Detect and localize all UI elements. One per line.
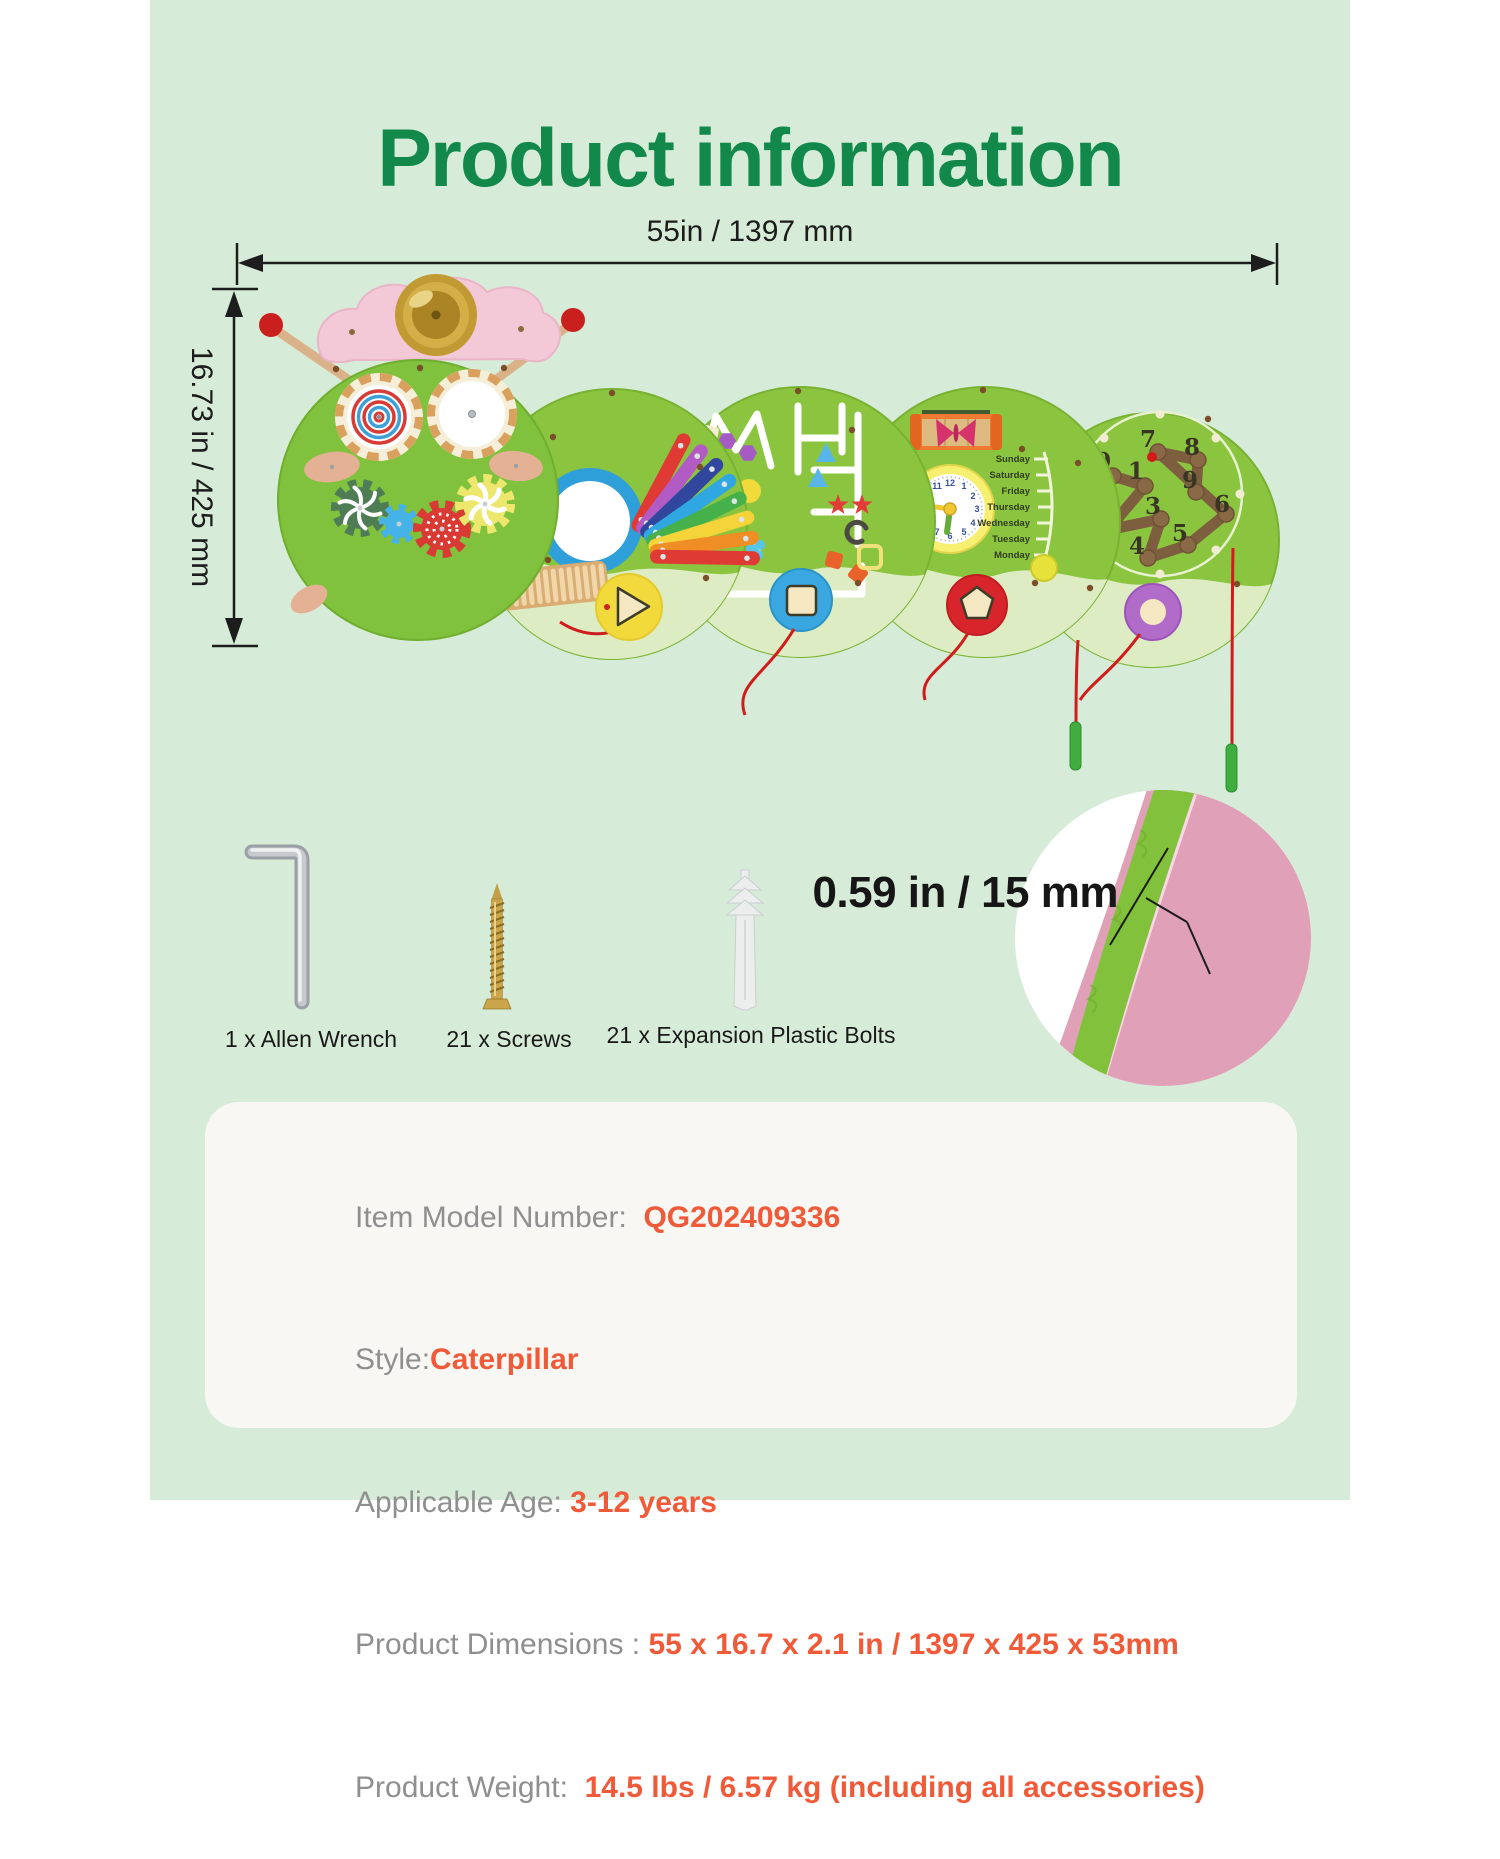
allen-wrench-graphic	[244, 844, 310, 1010]
info-card: Item Model Number: QG202409336 Style:Cat…	[205, 1102, 1297, 1804]
hat	[316, 274, 562, 364]
pull-strings[interactable]	[1069, 547, 1238, 793]
info-row-model: Item Model Number: QG202409336	[305, 1146, 1257, 1289]
info-label: Product Weight:	[355, 1770, 585, 1804]
svg-text:Saturday: Saturday	[989, 470, 1030, 481]
thickness-callout	[1015, 790, 1311, 1086]
svg-text:Monday: Monday	[994, 550, 1031, 561]
string-handle-left[interactable]	[1069, 721, 1082, 771]
svg-text:1: 1	[961, 481, 966, 491]
string-handle-right[interactable]	[1225, 743, 1238, 793]
svg-text:9: 9	[1182, 467, 1198, 494]
svg-text:3: 3	[1145, 493, 1161, 520]
foot	[290, 584, 328, 614]
disc-square-string[interactable]	[741, 628, 796, 716]
svg-text:7: 7	[1140, 426, 1156, 453]
trace-bead-red[interactable]	[1147, 452, 1157, 462]
info-label: Style:	[355, 1343, 431, 1376]
butterfly-block[interactable]	[910, 410, 1002, 450]
svg-text:1: 1	[1128, 458, 1144, 485]
gear-cluster[interactable]	[331, 474, 515, 558]
info-value: QG202409336	[643, 1200, 841, 1234]
screw-graphic	[482, 883, 512, 1010]
svg-text:12: 12	[945, 478, 955, 488]
bell-icon	[395, 274, 477, 356]
svg-text:5: 5	[961, 527, 966, 537]
svg-text:Wednesday: Wednesday	[977, 518, 1030, 529]
product-infographic: 0 1 2 3 4 5 6 7 8 9	[150, 0, 1350, 1804]
mounting-screws	[332, 364, 1241, 592]
gear-green	[331, 479, 389, 537]
allen-wrench-label: 1 x Allen Wrench	[224, 1026, 398, 1052]
svg-text:Friday: Friday	[1001, 486, 1030, 497]
thickness-dimension-label: 0.59 in / 15 mm	[812, 868, 1118, 917]
thickness-measure-lines	[1109, 847, 1211, 975]
svg-text:3: 3	[974, 504, 979, 514]
page-title: Product information	[377, 113, 1125, 204]
antenna-ball-left	[259, 313, 283, 337]
arrow-right-icon	[1251, 254, 1276, 272]
number-trace-path[interactable]	[1102, 446, 1232, 564]
info-value: 55 x 16.7 x 2.1 in / 1397 x 425 x 53mm	[648, 1628, 1179, 1661]
disc-circle-string[interactable]	[1078, 633, 1142, 701]
screws-label: 21 x Screws	[446, 1026, 572, 1052]
arrow-left-icon	[238, 254, 263, 272]
caterpillar-illustration: 0 1 2 3 4 5 6 7 8 9	[259, 274, 1280, 793]
height-dimension-arrow	[212, 287, 258, 648]
height-dimension-label: 16.73 in / 425 mm	[185, 346, 218, 588]
info-label: Item Model Number:	[355, 1200, 644, 1234]
svg-text:5: 5	[1172, 520, 1188, 547]
svg-text:6: 6	[947, 531, 952, 541]
info-value: 3-12 years	[570, 1485, 717, 1519]
head-segment	[277, 359, 559, 641]
disc-pentagon[interactable]	[946, 574, 1008, 636]
arrow-down-icon	[225, 618, 243, 644]
gear-red	[413, 500, 471, 558]
disc-circle[interactable]	[1124, 583, 1182, 641]
info-row-weight: Product Weight: 14.5 lbs / 6.57 kg (incl…	[305, 1716, 1257, 1859]
arrow-up-icon	[225, 291, 243, 317]
accessories-graphics	[244, 844, 765, 1011]
info-row-dimensions: Product Dimensions : 55 x 16.7 x 2.1 in …	[305, 1574, 1257, 1717]
xylophone[interactable]	[629, 431, 760, 566]
width-dimension-arrow	[235, 243, 1279, 285]
svg-text:Tuesday: Tuesday	[992, 534, 1031, 545]
svg-text:2: 2	[970, 491, 975, 501]
day-slider-knob[interactable]	[1030, 554, 1058, 582]
disc-pentagon-string[interactable]	[922, 632, 970, 701]
day-labels: Sunday Saturday Friday Thursday Wednesda…	[977, 454, 1030, 561]
svg-text:4: 4	[970, 518, 975, 528]
gear-yellow	[455, 474, 515, 534]
bolts-label: 21 x Expansion Plastic Bolts	[606, 1022, 896, 1048]
svg-text:6: 6	[1214, 491, 1230, 518]
disc-triangle[interactable]	[595, 573, 663, 641]
info-label: Applicable Age:	[355, 1485, 571, 1519]
plastic-bolt-graphic	[725, 869, 765, 1011]
product-diagram: 0 1 2 3 4 5 6 7 8 9	[212, 243, 1311, 1086]
antenna-ball-right	[561, 308, 585, 332]
width-dimension-label: 55in / 1397 mm	[646, 215, 854, 248]
spiral-eye[interactable]	[335, 373, 423, 461]
svg-text:7: 7	[934, 527, 939, 537]
info-label: Product Dimensions :	[355, 1628, 649, 1661]
info-value: 14.5 lbs / 6.57 kg (including all access…	[584, 1770, 1205, 1804]
disc-square[interactable]	[769, 568, 833, 632]
svg-text:8: 8	[1184, 434, 1200, 461]
svg-text:4: 4	[1129, 533, 1145, 560]
butterfly-icon	[936, 419, 976, 447]
mirror-eye[interactable]	[427, 369, 517, 459]
info-row-age: Applicable Age: 3-12 years	[305, 1431, 1257, 1574]
info-value: Caterpillar	[430, 1343, 579, 1376]
info-row-style: Style:Caterpillar	[305, 1289, 1257, 1432]
svg-text:Thursday: Thursday	[987, 502, 1030, 513]
svg-text:Sunday: Sunday	[996, 454, 1031, 465]
drum[interactable]	[537, 468, 643, 574]
day-slider[interactable]: Sunday Saturday Friday Thursday Wednesda…	[977, 451, 1058, 582]
svg-text:11: 11	[932, 481, 942, 491]
